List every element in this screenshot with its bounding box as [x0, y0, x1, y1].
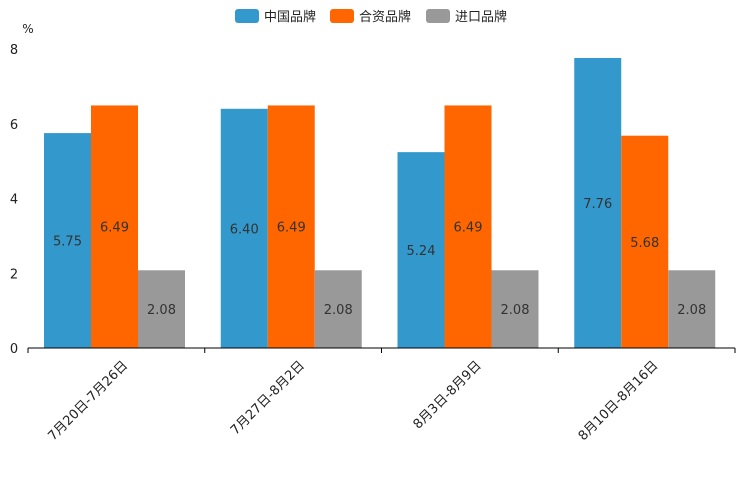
- y-tick-label: 6: [10, 118, 18, 133]
- x-tick-label: 8月10日-8月16日: [576, 358, 662, 444]
- legend-swatch[interactable]: [426, 9, 450, 23]
- data-label: 2.08: [677, 303, 706, 318]
- data-label: 5.68: [630, 236, 659, 251]
- legend-label[interactable]: 合资品牌: [359, 9, 411, 25]
- bar[interactable]: [91, 105, 138, 348]
- bar[interactable]: [574, 57, 622, 348]
- bar[interactable]: [44, 133, 91, 348]
- legend-label[interactable]: 进口品牌: [455, 9, 507, 25]
- y-tick-label: 0: [10, 342, 18, 357]
- legend-swatch[interactable]: [330, 9, 354, 23]
- bar[interactable]: [314, 270, 362, 348]
- y-tick-label: 2: [10, 267, 18, 282]
- bar[interactable]: [220, 108, 268, 348]
- data-label: 5.75: [53, 235, 82, 250]
- data-label: 2.08: [501, 303, 530, 318]
- legend-label[interactable]: 中国品牌: [264, 9, 316, 25]
- bar[interactable]: [267, 105, 315, 348]
- bar[interactable]: [621, 135, 669, 348]
- bar[interactable]: [668, 270, 716, 348]
- bar[interactable]: [138, 270, 185, 348]
- data-label: 6.49: [100, 221, 129, 236]
- y-tick-label: 4: [10, 193, 18, 208]
- legend-swatch[interactable]: [235, 9, 259, 23]
- bar[interactable]: [491, 270, 539, 348]
- bar[interactable]: [397, 152, 445, 348]
- legend: 中国品牌 合资品牌 进口品牌: [235, 9, 507, 25]
- data-label: 2.08: [147, 303, 176, 318]
- x-tick-label: 7月27日-8月2日: [228, 358, 308, 438]
- data-label: 5.24: [407, 244, 436, 259]
- x-tick-label: 7月20日-7月26日: [45, 358, 131, 444]
- bar[interactable]: [444, 105, 492, 348]
- y-tick-label: 8: [10, 43, 18, 58]
- data-label: 6.40: [230, 222, 259, 237]
- y-axis: 0 2 4 6 8: [10, 43, 18, 357]
- data-label: 2.08: [324, 303, 353, 318]
- data-label: 6.49: [277, 221, 306, 236]
- data-label: 6.49: [454, 221, 483, 236]
- y-axis-unit-label: %: [22, 22, 33, 36]
- x-tick-label: 8月3日-8月9日: [411, 358, 485, 432]
- data-label: 7.76: [583, 197, 612, 212]
- x-axis: 7月20日-7月26日 7月27日-8月2日 8月3日-8月9日 8月10日-8月16…: [27, 348, 736, 444]
- plot-area: 5.75 6.49 2.08 6.40 6.49 2.08 5.24 6.49 2.08 7.76…: [44, 57, 716, 348]
